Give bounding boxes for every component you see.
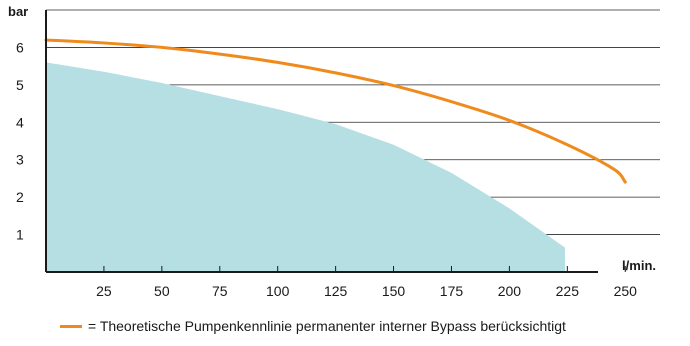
y-tick-label-3: 3 [16, 152, 24, 168]
pump-curve-line [44, 38, 627, 184]
y-tick-label-6: 6 [16, 39, 24, 55]
y-axis-label: bar [8, 4, 28, 19]
x-tick-label-125: 125 [324, 283, 348, 299]
y-tick-label-1: 1 [16, 227, 24, 243]
y-tick-label-2: 2 [16, 189, 24, 205]
x-tick-label-225: 225 [556, 283, 580, 299]
y-tick-label-4: 4 [16, 114, 24, 130]
x-tick-label-75: 75 [212, 283, 228, 299]
legend-text: = Theoretische Pumpenkennlinie permanent… [88, 318, 566, 334]
x-tick-label-175: 175 [440, 283, 464, 299]
legend-swatch [60, 324, 82, 328]
y-tick-label-5: 5 [16, 77, 24, 93]
x-tick-label-100: 100 [266, 283, 290, 299]
x-tick-label-25: 25 [96, 283, 112, 299]
x-tick-label-50: 50 [154, 283, 170, 299]
x-axis-label: l/min. [622, 258, 656, 273]
bypass-area [46, 62, 566, 273]
x-tick-label-200: 200 [498, 283, 522, 299]
x-tick-label-250: 250 [614, 283, 638, 299]
legend: = Theoretische Pumpenkennlinie permanent… [60, 318, 566, 334]
x-tick-label-150: 150 [382, 283, 406, 299]
axes [45, 10, 598, 273]
tick-labels: 25 50 75 100 125 150 175 200 225 250 1 2 3 4 5 6 [16, 39, 637, 299]
